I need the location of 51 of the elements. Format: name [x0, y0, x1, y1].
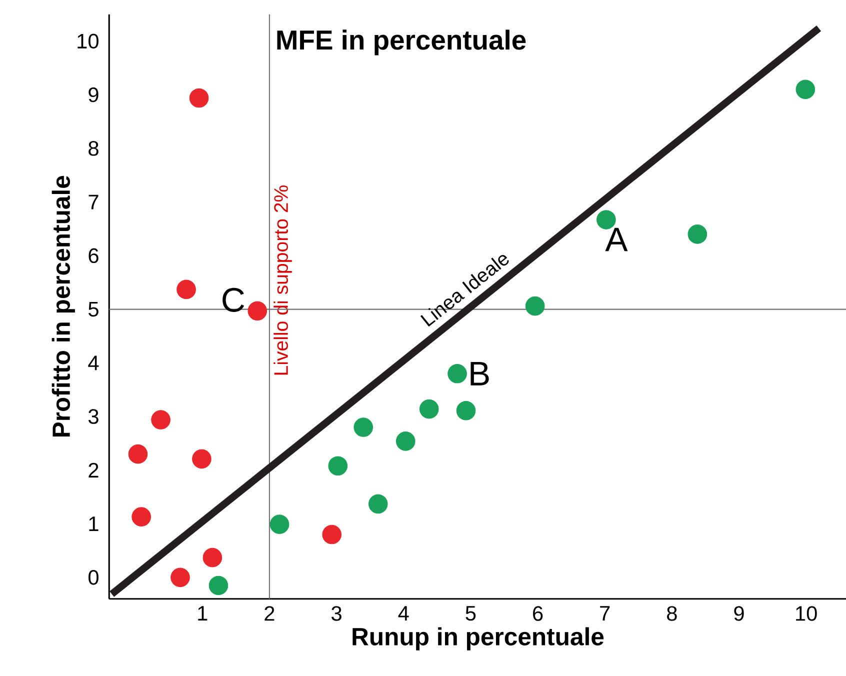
- x-axis-title: Runup in percentuale: [352, 627, 604, 650]
- point: [419, 399, 439, 419]
- point: [132, 507, 151, 526]
- point: [796, 80, 816, 99]
- x-tick-label: 2: [264, 606, 274, 621]
- y-tick-label: 8: [88, 140, 98, 156]
- x-tick-label: 8: [667, 606, 677, 621]
- x-tick-label: 5: [466, 606, 476, 621]
- x-tick-label: 7: [600, 606, 610, 620]
- point: [176, 280, 196, 300]
- point: [596, 210, 616, 230]
- x-tick-label: 10: [796, 606, 817, 621]
- y-tick-label: 7: [88, 194, 98, 210]
- y-tick-label: 1: [89, 516, 98, 531]
- point: [192, 449, 212, 468]
- y-tick-label: 6: [88, 248, 98, 263]
- point: [448, 364, 467, 384]
- y-axis-title: Profitto in percentuale: [52, 176, 75, 436]
- point: [189, 88, 209, 108]
- x-tick-label: 4: [398, 606, 409, 620]
- point: [208, 576, 228, 596]
- annotation: B: [470, 362, 489, 386]
- y-tick-label: 2: [88, 462, 98, 478]
- x-tick-label: 3: [332, 606, 342, 621]
- point: [248, 301, 268, 320]
- text: MFE in percentuale: [277, 30, 526, 56]
- point: [456, 400, 476, 420]
- y-tick-label: 9: [88, 87, 98, 102]
- point: [688, 224, 708, 244]
- x-tick-label: 6: [533, 606, 543, 621]
- point: [128, 444, 148, 464]
- y-tick-label: 0: [88, 570, 98, 585]
- point: [368, 494, 388, 514]
- y-tick-label: 5: [88, 302, 98, 316]
- point: [525, 296, 545, 316]
- point: [270, 514, 290, 534]
- point: [202, 548, 222, 568]
- annotation: C: [222, 288, 244, 312]
- point: [328, 456, 348, 476]
- y-tick-label: 3: [88, 409, 98, 424]
- y-tick-label: 4: [88, 356, 99, 370]
- point: [354, 418, 374, 437]
- point: [151, 410, 170, 430]
- point: [170, 568, 190, 587]
- x-tick-label: 9: [734, 606, 744, 621]
- point: [396, 431, 416, 451]
- point: [322, 524, 342, 544]
- ref-line-label: Livello di supporto 2%: [274, 185, 292, 375]
- y-tick-label: 10: [78, 34, 98, 48]
- annotation: A: [605, 228, 628, 252]
- x-tick-label: 1: [198, 606, 208, 620]
